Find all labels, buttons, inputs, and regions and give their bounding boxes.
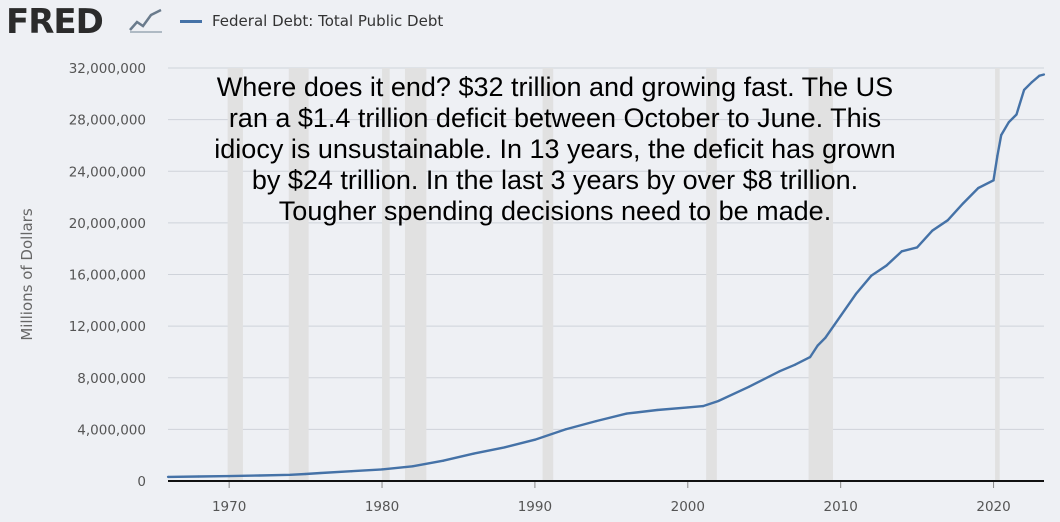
data-point xyxy=(931,229,934,232)
recession-bar xyxy=(995,68,1000,481)
y-tick-label: 4,000,000 xyxy=(77,422,146,438)
y-tick-label: 0 xyxy=(137,474,146,490)
y-tick-label: 20,000,000 xyxy=(69,216,146,232)
recession-bar xyxy=(382,68,390,481)
data-point xyxy=(380,468,384,471)
x-tick-label: 1980 xyxy=(365,499,399,515)
data-point xyxy=(228,474,231,478)
recession-bar xyxy=(404,68,427,481)
y-tick-label: 32,000,000 xyxy=(69,61,146,77)
data-point xyxy=(411,465,414,468)
data-point xyxy=(594,420,598,423)
data-point xyxy=(319,471,322,475)
data-point xyxy=(717,399,720,403)
x-tick-label: 1970 xyxy=(212,499,246,515)
x-tick-label: 2010 xyxy=(823,499,857,515)
data-point xyxy=(350,470,353,473)
line-chart: 0 4,000,000 8,000,000 12,000,000 16,000,000 2… xyxy=(18,61,1046,515)
recession-bar xyxy=(542,68,554,481)
data-point xyxy=(900,250,903,253)
recession-bar xyxy=(227,68,243,481)
y-tick-label: 8,000,000 xyxy=(77,371,146,387)
series-line-federal-debt xyxy=(167,73,1045,479)
data-point xyxy=(854,292,858,295)
y-tick-label: 16,000,000 xyxy=(69,268,146,284)
data-point xyxy=(992,179,995,182)
data-point xyxy=(564,428,567,431)
data-point xyxy=(625,412,628,415)
data-point xyxy=(1007,121,1010,124)
y-tick-label: 24,000,000 xyxy=(69,164,146,180)
line-chart-icon xyxy=(129,8,162,33)
data-point xyxy=(197,475,200,478)
recession-bar xyxy=(706,68,717,481)
data-point xyxy=(258,474,261,477)
x-tick-label: 2000 xyxy=(671,499,705,515)
data-point xyxy=(808,356,812,359)
data-point xyxy=(1023,88,1026,92)
data-point xyxy=(1030,81,1033,84)
data-point xyxy=(1000,134,1003,137)
data-point xyxy=(472,452,475,455)
data-point xyxy=(533,438,537,441)
data-point xyxy=(166,475,170,478)
data-point xyxy=(839,314,842,317)
data-point xyxy=(686,406,689,409)
data-point xyxy=(996,154,999,157)
series-points xyxy=(166,73,1046,478)
x-tick-label: 1990 xyxy=(518,499,552,515)
data-point xyxy=(946,219,949,222)
recession-bar xyxy=(808,68,834,481)
data-point xyxy=(870,274,873,277)
x-tick-label: 2020 xyxy=(976,499,1010,515)
data-point xyxy=(1042,73,1046,76)
legend: Federal Debt: Total Public Debt xyxy=(180,12,443,30)
x-axis-ticks: 1970 1980 1990 2000 2010 2020 xyxy=(212,481,1011,515)
data-point xyxy=(961,202,965,205)
legend-swatch xyxy=(180,19,202,23)
data-point xyxy=(1038,74,1041,77)
data-point xyxy=(816,344,819,347)
y-tick-label: 12,000,000 xyxy=(69,319,146,335)
recession-bar xyxy=(288,68,309,481)
data-point xyxy=(304,472,307,476)
data-point xyxy=(289,473,292,476)
data-point xyxy=(701,405,705,408)
y-tick-label: 28,000,000 xyxy=(69,113,146,129)
data-point xyxy=(656,408,659,412)
y-axis-label: Millions of Dollars xyxy=(18,208,36,341)
legend-label[interactable]: Federal Debt: Total Public Debt xyxy=(212,12,444,30)
data-point xyxy=(503,446,506,449)
data-point xyxy=(824,336,827,339)
data-point xyxy=(1015,113,1018,116)
data-point xyxy=(793,363,796,366)
recession-shading xyxy=(227,68,1000,481)
annotation-text: Where does it end? $32 trillion and grow… xyxy=(214,72,896,226)
data-point xyxy=(747,385,751,388)
data-point xyxy=(916,246,919,249)
data-point xyxy=(442,459,445,462)
header: FRED Federal Debt: Total Public Debt xyxy=(0,0,1060,44)
grid-lines xyxy=(168,67,1044,430)
fred-logo[interactable]: FRED xyxy=(6,2,104,42)
data-point xyxy=(977,186,980,190)
y-axis-ticks: 0 4,000,000 8,000,000 12,000,000 16,000,000 2… xyxy=(69,61,146,490)
data-point xyxy=(778,370,781,373)
data-point xyxy=(885,264,888,267)
